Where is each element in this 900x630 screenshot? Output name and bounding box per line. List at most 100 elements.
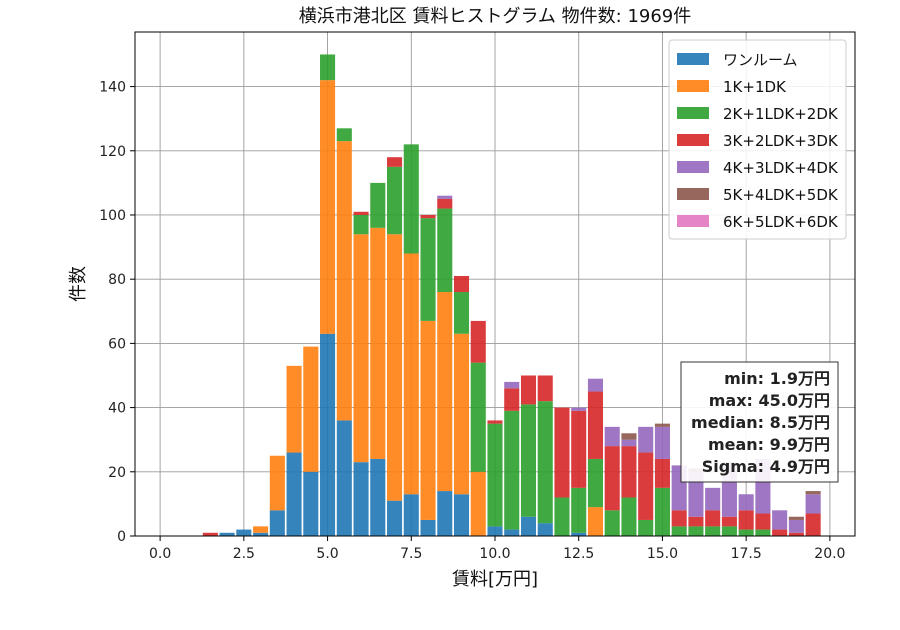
- bar-segment: [437, 292, 453, 492]
- bar-segment: [721, 516, 737, 527]
- bar-segment: [688, 526, 704, 536]
- bar-segment: [504, 529, 520, 536]
- bar-segment: [705, 487, 721, 511]
- bar-segment: [587, 391, 603, 459]
- bar-segment: [403, 144, 419, 254]
- bar-segment: [387, 500, 403, 536]
- bar-segment: [420, 519, 436, 536]
- bar-segment: [554, 407, 570, 498]
- bar-segment: [504, 410, 520, 530]
- bar-segment: [604, 510, 620, 536]
- bar-segment: [604, 426, 620, 447]
- y-tick-label: 0: [117, 529, 126, 545]
- bar-segment: [788, 519, 804, 533]
- legend-swatch: [677, 215, 709, 227]
- legend-swatch: [677, 53, 709, 65]
- bar-segment: [236, 529, 252, 536]
- bar-segment: [453, 292, 470, 334]
- bar-segment: [788, 532, 804, 536]
- bar-segment: [336, 141, 352, 421]
- bar-segment: [420, 320, 436, 520]
- stats-line: mean: 9.9万円: [708, 435, 830, 454]
- bar-segment: [303, 471, 319, 536]
- bar-segment: [353, 462, 369, 536]
- bar-segment: [403, 253, 419, 495]
- legend-box: [668, 39, 847, 240]
- x-tick-label: 20.0: [814, 546, 845, 562]
- bar-segment: [587, 507, 603, 536]
- bar-segment: [470, 471, 486, 536]
- bar-segment: [320, 80, 336, 334]
- bar-segment: [654, 487, 670, 536]
- y-tick-label: 100: [99, 208, 126, 224]
- bar-segment: [738, 494, 754, 511]
- bar-segment: [387, 157, 403, 167]
- bar-segment: [621, 497, 637, 536]
- x-tick-label: 17.5: [731, 546, 762, 562]
- x-tick-label: 10.0: [479, 546, 510, 562]
- bar-segment: [387, 166, 403, 235]
- bar-segment: [353, 211, 369, 215]
- bar-segment: [286, 365, 302, 453]
- bar-segment: [638, 519, 654, 536]
- legend-label: 5K+4LDK+5DK: [723, 186, 839, 204]
- bar-segment: [537, 375, 553, 402]
- legend-swatch: [677, 107, 709, 119]
- legend-label: 6K+5LDK+6DK: [723, 213, 839, 231]
- bar-segment: [654, 458, 670, 488]
- bar-segment: [638, 426, 654, 453]
- bar-segment: [571, 407, 587, 411]
- bar-segment: [487, 420, 503, 424]
- bar-segment: [805, 491, 821, 495]
- bar-segment: [621, 439, 637, 447]
- legend-swatch: [677, 161, 709, 173]
- bar-segment: [805, 513, 821, 536]
- bar-segment: [705, 526, 721, 536]
- bar-segment: [303, 346, 319, 472]
- x-axis-title: 賃料[万円]: [452, 569, 538, 590]
- y-axis-title: 件数: [68, 266, 89, 302]
- y-tick-label: 40: [108, 401, 126, 417]
- x-tick-label: 12.5: [563, 546, 594, 562]
- bar-segment: [755, 529, 771, 536]
- stats-line: Sigma: 4.9万円: [702, 457, 830, 476]
- bar-segment: [320, 333, 336, 536]
- bar-segment: [755, 513, 771, 530]
- bar-segment: [587, 378, 603, 392]
- bar-segment: [320, 54, 336, 81]
- bar-segment: [688, 516, 704, 527]
- legend-label: ワンルーム: [723, 51, 798, 69]
- bar-segment: [269, 510, 285, 536]
- bar-segment: [520, 516, 537, 536]
- bar-segment: [738, 529, 754, 536]
- bar-segment: [353, 214, 369, 235]
- legend-label: 1K+1DK: [723, 78, 787, 96]
- bar-segment: [370, 227, 386, 459]
- bar-segment: [738, 510, 754, 530]
- bar-segment: [537, 523, 553, 536]
- bar-segment: [621, 433, 637, 440]
- bar-segment: [370, 458, 386, 536]
- bar-segment: [420, 218, 436, 321]
- bar-segment: [253, 526, 269, 533]
- bar-segment: [470, 320, 486, 363]
- legend-label: 2K+1LDK+2DK: [723, 105, 839, 123]
- legend-label: 3K+2LDK+3DK: [723, 132, 839, 150]
- bar-segment: [772, 529, 788, 536]
- legend-label: 4K+3LDK+4DK: [723, 159, 839, 177]
- bar-segment: [437, 208, 453, 293]
- bar-segment: [487, 526, 503, 536]
- bar-segment: [403, 494, 419, 536]
- bar-segment: [504, 388, 520, 411]
- legend-swatch: [677, 188, 709, 200]
- x-tick-label: 15.0: [647, 546, 678, 562]
- bar-segment: [805, 494, 821, 514]
- x-tick-label: 7.5: [400, 546, 422, 562]
- legend-swatch: [677, 80, 709, 92]
- bar-segment: [587, 458, 603, 508]
- bar-segment: [336, 128, 352, 142]
- stats-line: min: 1.9万円: [724, 369, 830, 388]
- bar-segment: [453, 275, 470, 293]
